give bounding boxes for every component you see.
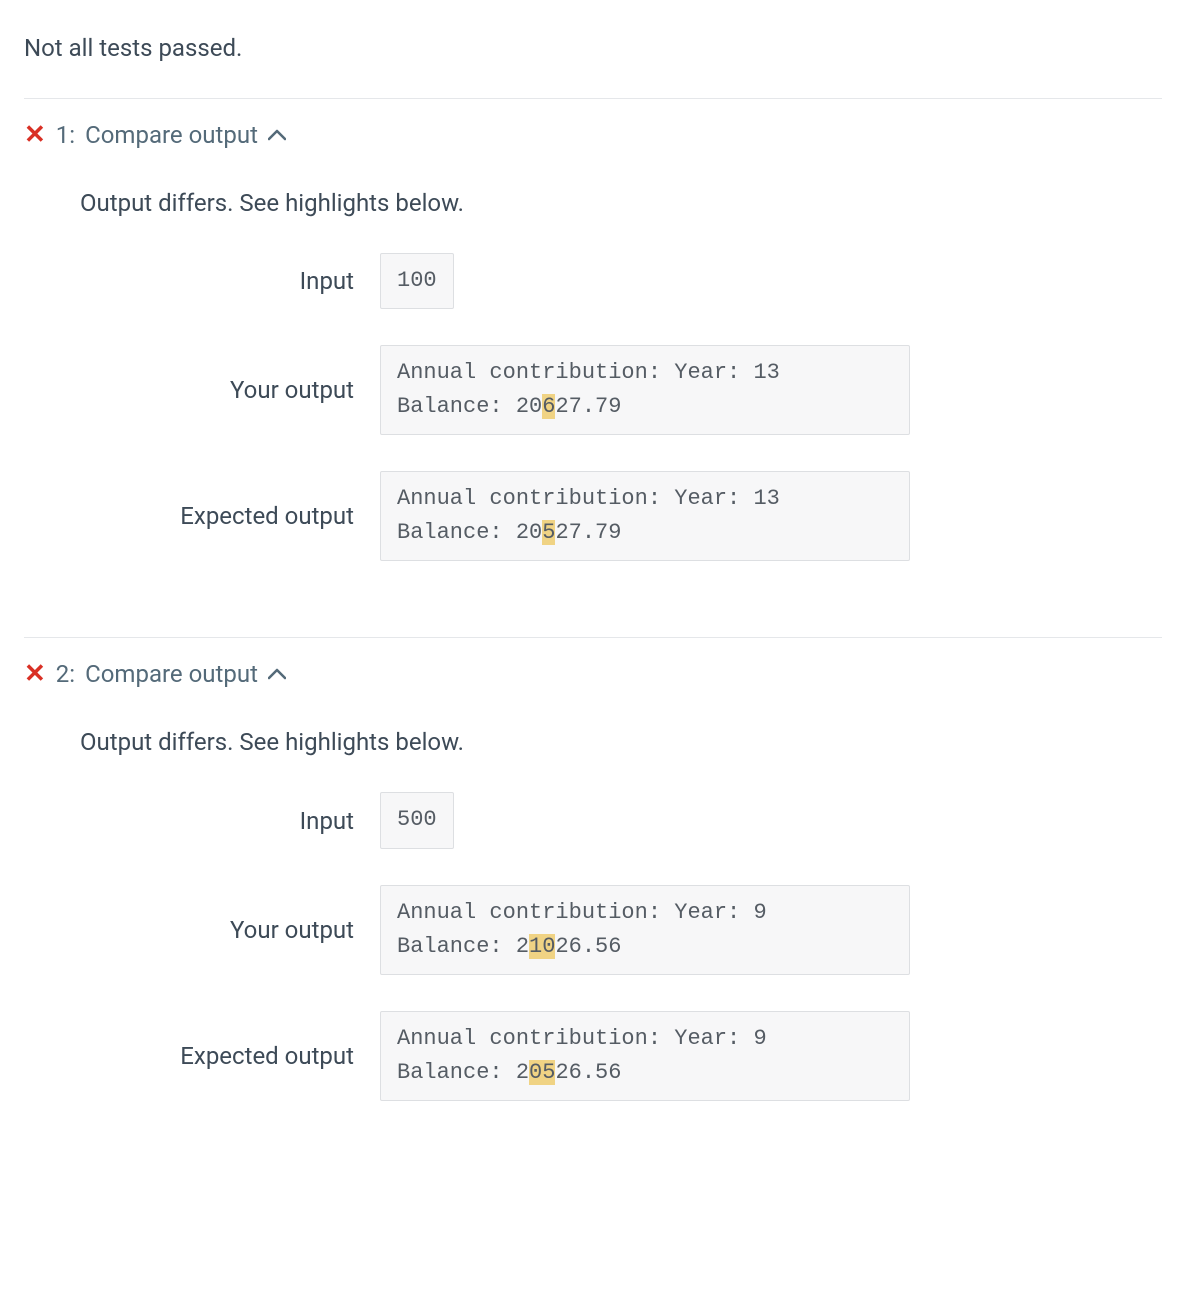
input-label: Input — [80, 267, 380, 295]
diff-highlight: 10 — [529, 934, 555, 959]
fail-icon: ✕ — [24, 122, 46, 148]
your-output-value: Annual contribution: Year: 9 Balance: 21… — [380, 885, 910, 975]
chevron-up-icon — [268, 129, 286, 141]
test-title: Compare output — [85, 121, 258, 149]
diff-message: Output differs. See highlights below. — [80, 189, 1162, 217]
test-header-toggle[interactable]: ✕ 2: Compare output — [24, 660, 1162, 688]
expected-output-row: Expected output Annual contribution: Yea… — [80, 1011, 1162, 1101]
your-output-value: Annual contribution: Year: 13 Balance: 2… — [380, 345, 910, 435]
diff-highlight: 05 — [529, 1060, 555, 1085]
test-block: ✕ 1: Compare output Output differs. See … — [24, 99, 1162, 637]
test-header-toggle[interactable]: ✕ 1: Compare output — [24, 121, 1162, 149]
test-block: ✕ 2: Compare output Output differs. See … — [24, 638, 1162, 1176]
diff-highlight: 6 — [542, 394, 555, 419]
expected-output-label: Expected output — [80, 1042, 380, 1070]
your-output-label: Your output — [80, 376, 380, 404]
summary-message: Not all tests passed. — [24, 34, 1162, 62]
input-row: Input 500 — [80, 792, 1162, 848]
expected-output-value: Annual contribution: Year: 13 Balance: 2… — [380, 471, 910, 561]
test-body: Output differs. See highlights below. In… — [24, 688, 1162, 1100]
input-row: Input 100 — [80, 253, 1162, 309]
test-title: Compare output — [85, 660, 258, 688]
test-index: 1: — [56, 121, 75, 149]
input-label: Input — [80, 807, 380, 835]
test-body: Output differs. See highlights below. In… — [24, 149, 1162, 561]
diff-message: Output differs. See highlights below. — [80, 728, 1162, 756]
your-output-label: Your output — [80, 916, 380, 944]
input-value: 100 — [380, 253, 454, 309]
your-output-row: Your output Annual contribution: Year: 9… — [80, 885, 1162, 975]
expected-output-value: Annual contribution: Year: 9 Balance: 20… — [380, 1011, 910, 1101]
diff-highlight: 5 — [542, 520, 555, 545]
test-index: 2: — [56, 660, 75, 688]
input-value: 500 — [380, 792, 454, 848]
your-output-row: Your output Annual contribution: Year: 1… — [80, 345, 1162, 435]
chevron-up-icon — [268, 668, 286, 680]
fail-icon: ✕ — [24, 661, 46, 687]
expected-output-row: Expected output Annual contribution: Yea… — [80, 471, 1162, 561]
expected-output-label: Expected output — [80, 502, 380, 530]
